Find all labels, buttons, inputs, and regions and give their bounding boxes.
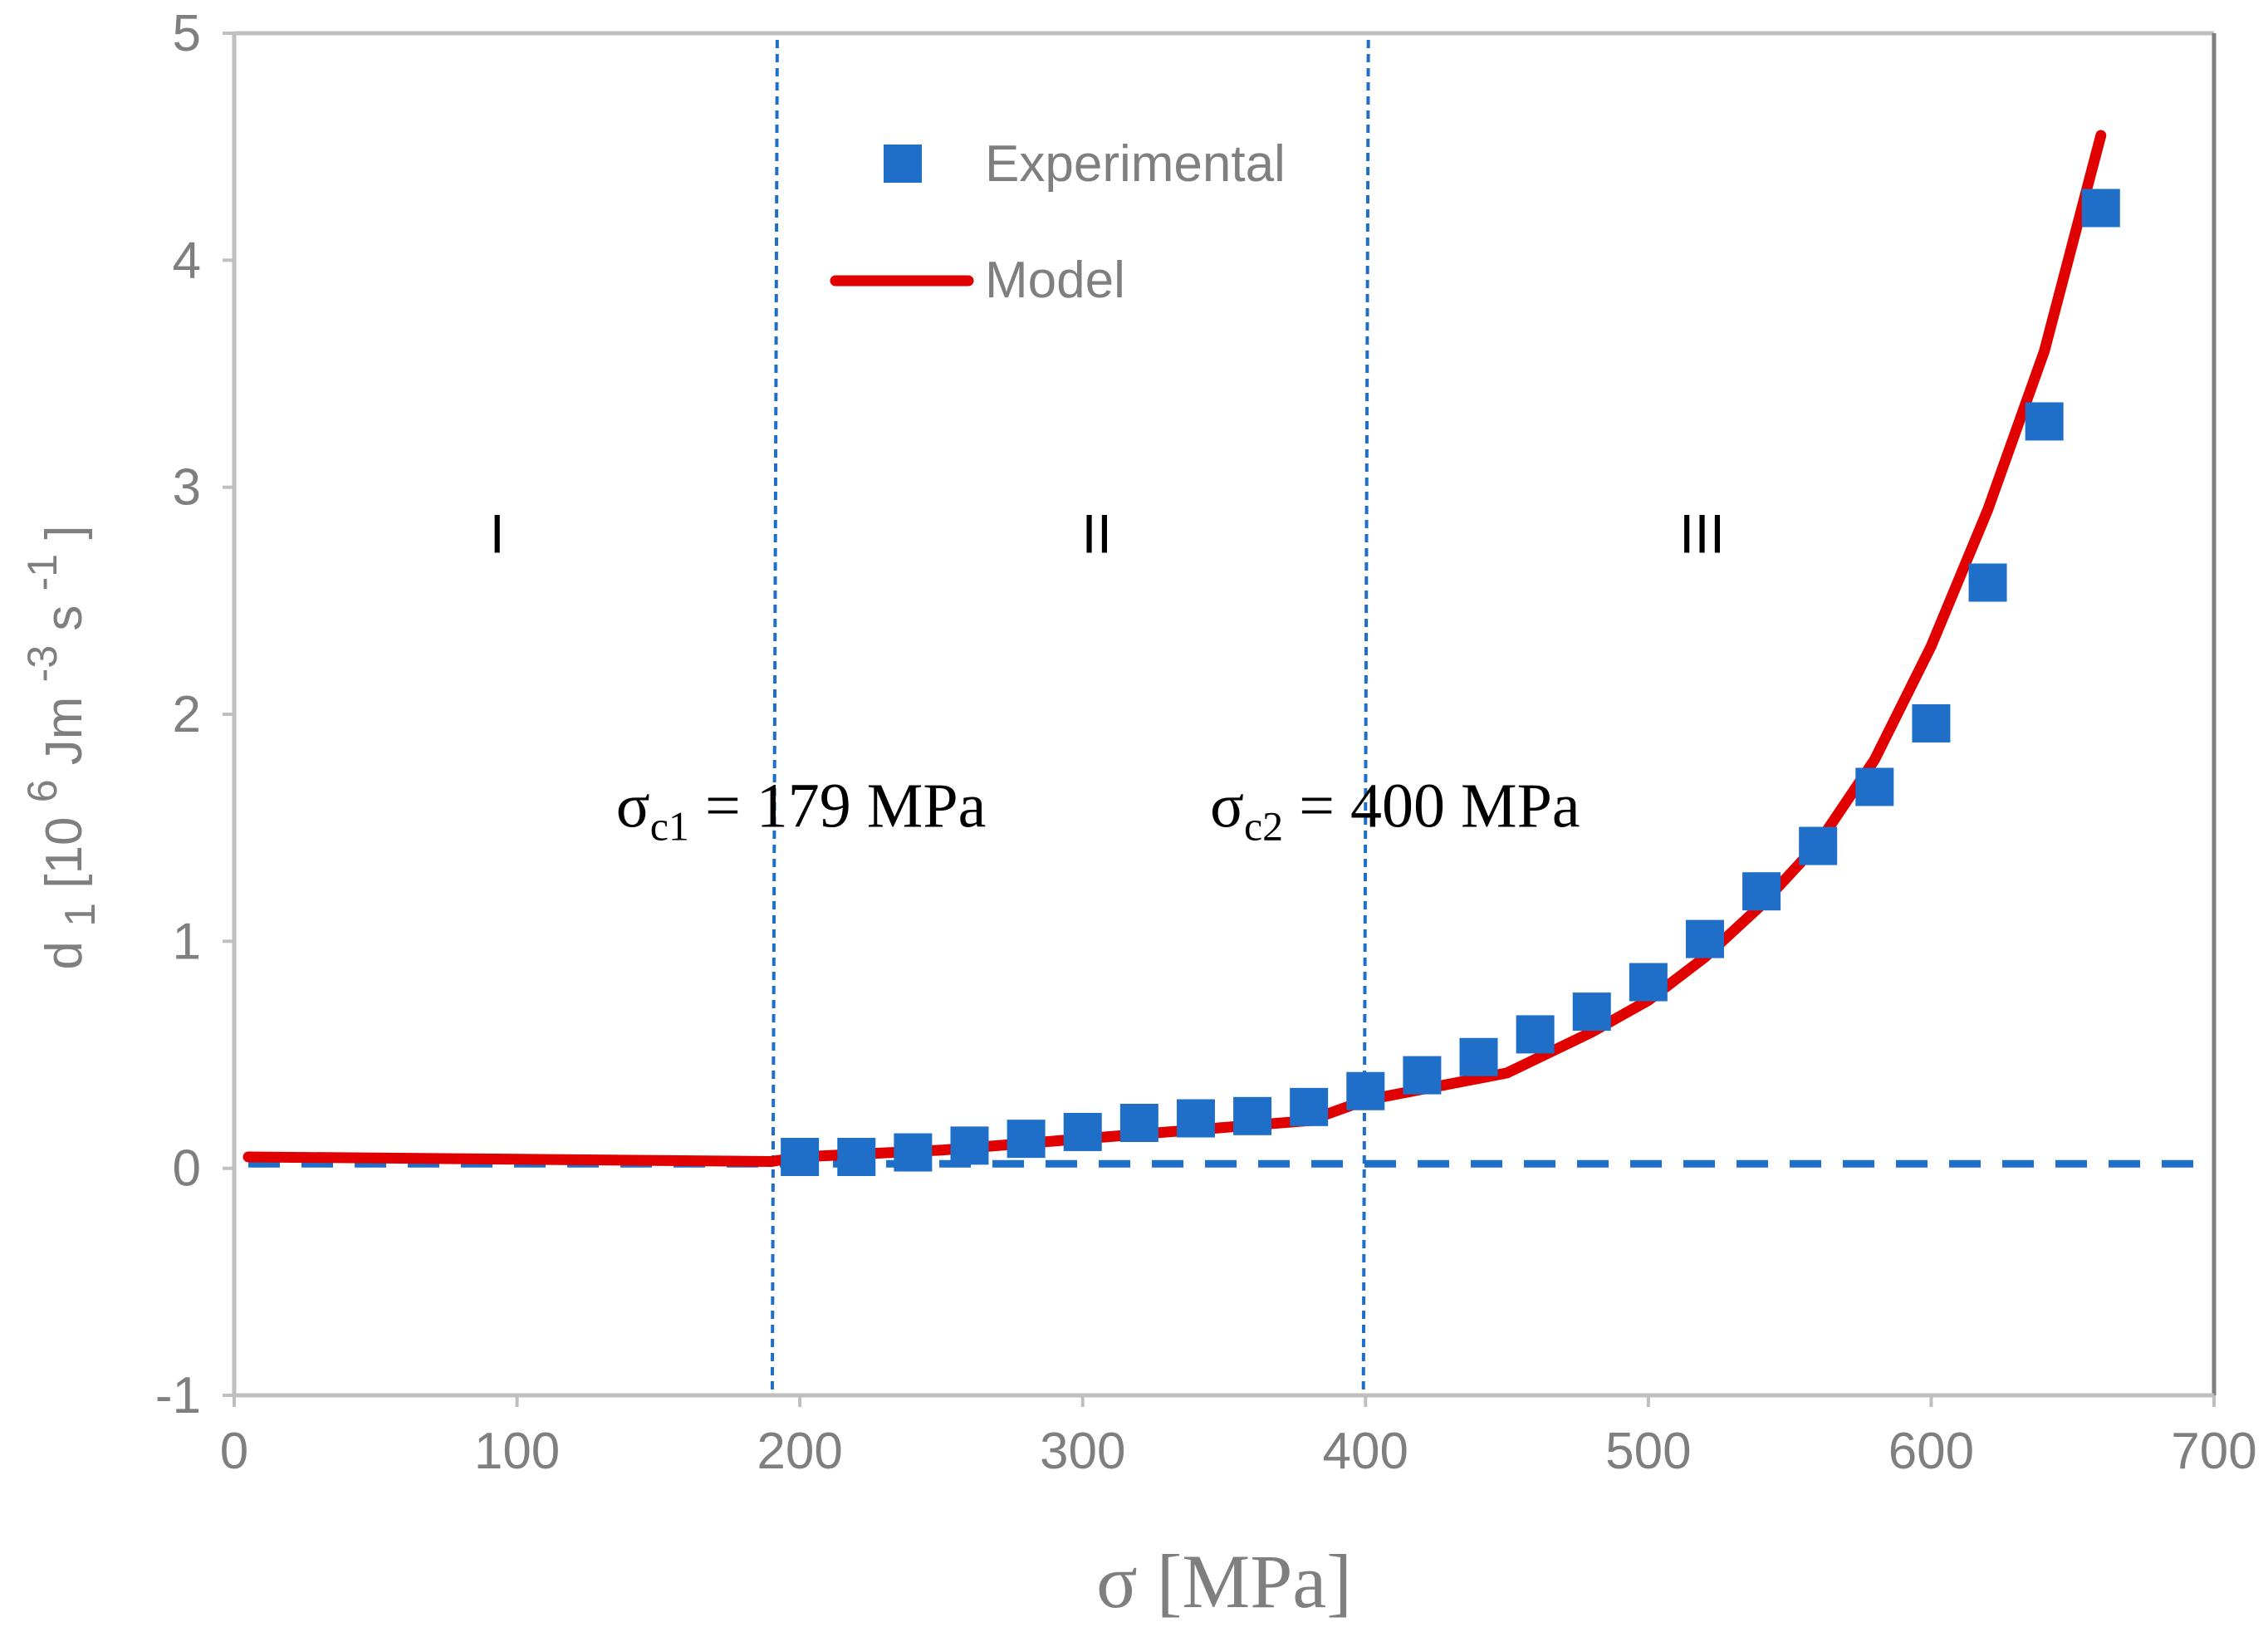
x-tick-label: 300 — [1040, 1423, 1125, 1480]
region-label: I — [490, 502, 505, 564]
annotation-symbol: σ — [616, 771, 650, 841]
region-label: II — [1081, 502, 1112, 564]
y-title-unit-a: Jm — [36, 697, 93, 766]
experimental-point — [1629, 963, 1668, 1002]
x-tick-label: 600 — [1888, 1423, 1974, 1480]
y-title-bracket-close: ] — [36, 525, 93, 539]
experimental-point — [1403, 1056, 1442, 1095]
experimental-point — [894, 1133, 933, 1172]
x-tick-label: 200 — [757, 1423, 842, 1480]
x-axis: 0 100 200 300 400 500 600 700 — [220, 1395, 2257, 1480]
experimental-point — [781, 1138, 820, 1176]
legend: Experimental Model — [830, 135, 1286, 309]
x-tick-label: 700 — [2171, 1423, 2256, 1480]
experimental-point — [1176, 1099, 1215, 1138]
y-tick-label: 5 — [173, 5, 201, 62]
annotation-subscript: c1 — [650, 802, 689, 849]
y-tick-label: -1 — [155, 1367, 201, 1424]
experimental-point — [1063, 1112, 1102, 1151]
experimental-point — [1459, 1037, 1498, 1076]
experimental-point — [1346, 1071, 1385, 1110]
series-layer — [242, 130, 2214, 1176]
y-tick-label: 0 — [173, 1140, 201, 1198]
region-labels: I II III — [490, 502, 1726, 564]
legend-label-experimental: Experimental — [985, 135, 1286, 193]
annotation-symbol: σ — [1210, 771, 1244, 841]
divider-lines — [770, 39, 1370, 1396]
annotation-subscript: c2 — [1244, 802, 1283, 849]
legend-marker-experimental — [884, 145, 922, 183]
experimental-point — [1233, 1096, 1272, 1135]
experimental-point — [950, 1126, 989, 1165]
annotations: σc1 = 179 MPa σc2 = 400 MPa — [616, 771, 1580, 849]
legend-label-model: Model — [985, 252, 1125, 309]
model-line — [242, 130, 2107, 1167]
experimental-point — [1855, 767, 1894, 806]
critical-stress-annotation: σc1 = 179 MPa — [616, 771, 987, 849]
y-title-main: d — [36, 941, 93, 969]
y-tick-label: 1 — [173, 913, 201, 970]
experimental-point — [1968, 563, 2007, 602]
annotation-value: = 179 MPa — [689, 771, 986, 841]
y-title-bracket-open: [10 — [36, 816, 93, 888]
y-tick-label: 4 — [173, 232, 201, 289]
critical-stress-line — [770, 39, 779, 1396]
y-title-exp2: -3 — [19, 645, 66, 682]
critical-stress-annotation: σc2 = 400 MPa — [1210, 771, 1580, 849]
experimental-point — [1119, 1104, 1158, 1142]
y-title-unit-b: s — [36, 605, 93, 631]
annotation-value: = 400 MPa — [1283, 771, 1580, 841]
experimental-point — [1799, 826, 1838, 865]
experimental-point — [1685, 919, 1724, 958]
experimental-point — [1290, 1087, 1329, 1126]
x-tick-label: 500 — [1605, 1423, 1691, 1480]
x-tick-label: 0 — [220, 1423, 248, 1480]
x-tick-label: 100 — [474, 1423, 560, 1480]
y-tick-label: 3 — [173, 459, 201, 517]
y-tick-label: 2 — [173, 686, 201, 743]
y-axis-title: d 1 [10 6 Jm -3 s -1 ] — [11, 525, 106, 969]
y-axis: -1 0 1 2 3 4 5 — [155, 5, 234, 1424]
y-title-sub: 1 — [56, 903, 105, 927]
experimental-point — [1742, 872, 1781, 911]
critical-stress-line — [1361, 39, 1370, 1396]
experimental-point — [837, 1138, 876, 1176]
experimental-point — [1912, 703, 1951, 743]
experimental-point — [1516, 1015, 1555, 1054]
x-tick-label: 400 — [1323, 1423, 1408, 1480]
y-title-exp3: -1 — [19, 554, 66, 591]
region-label: III — [1679, 502, 1725, 564]
experimental-point — [2025, 402, 2064, 441]
experimental-point — [1572, 992, 1611, 1032]
x-axis-title: σ [MPa] — [1096, 1539, 1352, 1624]
y-title-exp1: 6 — [19, 779, 66, 802]
experimental-point — [2081, 189, 2120, 228]
experimental-point — [1007, 1120, 1046, 1159]
